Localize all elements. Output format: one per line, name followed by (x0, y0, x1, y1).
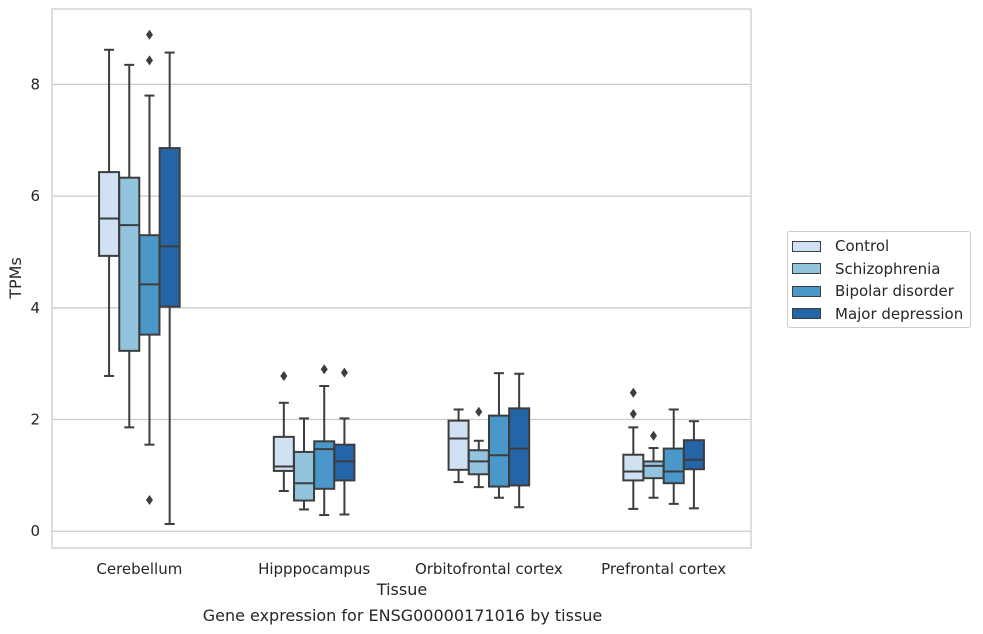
outlier-point (629, 408, 637, 419)
box-iqr (622, 453, 645, 482)
box-3-2 (662, 408, 685, 505)
outlier-point (280, 370, 288, 381)
outlier-point (340, 367, 348, 378)
legend-swatch (792, 285, 821, 297)
box-iqr (447, 419, 470, 471)
box-2-0 (447, 408, 470, 484)
box-0-2 (138, 29, 161, 505)
box-2-3 (508, 372, 531, 509)
box-iqr (487, 414, 510, 488)
box-0-1 (118, 63, 141, 429)
legend-item: Control (788, 235, 970, 258)
chart-caption: Gene expression for ENSG00000171016 by t… (202, 606, 603, 625)
box-3-0 (622, 387, 645, 510)
box-0-0 (98, 48, 121, 377)
box-iqr (662, 447, 685, 485)
legend-label: Bipolar disorder (835, 282, 954, 301)
legend-label: Control (835, 237, 890, 256)
box-iqr (642, 460, 665, 480)
outlier-point (320, 364, 328, 375)
box-iqr (682, 439, 705, 471)
legend-swatch (792, 263, 821, 275)
plot-frame (51, 8, 752, 549)
box-iqr (508, 407, 531, 487)
outlier-point (145, 55, 153, 66)
box-1-2 (313, 364, 336, 517)
box-1-1 (293, 417, 316, 511)
box-iqr (158, 147, 181, 308)
y-tick-label: 4 (30, 299, 40, 317)
y-tick-labels: 0 2 4 6 8 (30, 75, 40, 540)
y-axis-label: TPMs (6, 257, 25, 300)
y-tick-label: 2 (30, 411, 40, 429)
legend-swatch (792, 240, 821, 252)
box-3-3 (682, 420, 705, 510)
legend-item: Schizophrenia (788, 258, 970, 281)
y-tick-label: 8 (30, 75, 40, 93)
box-iqr (293, 450, 316, 502)
legend-item: Bipolar disorder (788, 280, 970, 303)
outlier-point (145, 494, 153, 505)
outlier-point (629, 387, 637, 398)
legend-label: Schizophrenia (835, 259, 941, 278)
box-2-2 (487, 372, 510, 499)
x-axis-label: Tissue (376, 580, 427, 599)
y-tick-label: 0 (30, 522, 40, 540)
x-tick-labels: Cerebellum Hipppocampus Orbitofrontal cort… (96, 560, 726, 578)
box-0-3 (158, 51, 181, 525)
x-tick-label: Orbitofrontal cortex (415, 560, 563, 578)
outlier-point (475, 406, 483, 417)
outlier-point (145, 29, 153, 40)
box-iqr (333, 443, 356, 482)
legend-label: Major depression (835, 304, 964, 323)
box-iqr (118, 176, 141, 352)
legend: Control Schizophrenia Bipolar disorder Majo… (787, 231, 971, 328)
legend-item: Major depression (788, 303, 970, 326)
box-1-3 (333, 367, 356, 516)
box-iqr (98, 171, 121, 257)
box-1-0 (272, 370, 295, 493)
outlier-point (650, 430, 658, 441)
legend-swatch (792, 308, 821, 320)
box-2-1 (467, 406, 490, 489)
x-tick-label: Cerebellum (96, 560, 182, 578)
y-tick-label: 6 (30, 187, 40, 205)
box-3-1 (642, 430, 665, 499)
x-tick-label: Hipppocampus (258, 560, 370, 578)
x-tick-label: Prefrontal cortex (601, 560, 726, 578)
boxes (98, 29, 705, 525)
